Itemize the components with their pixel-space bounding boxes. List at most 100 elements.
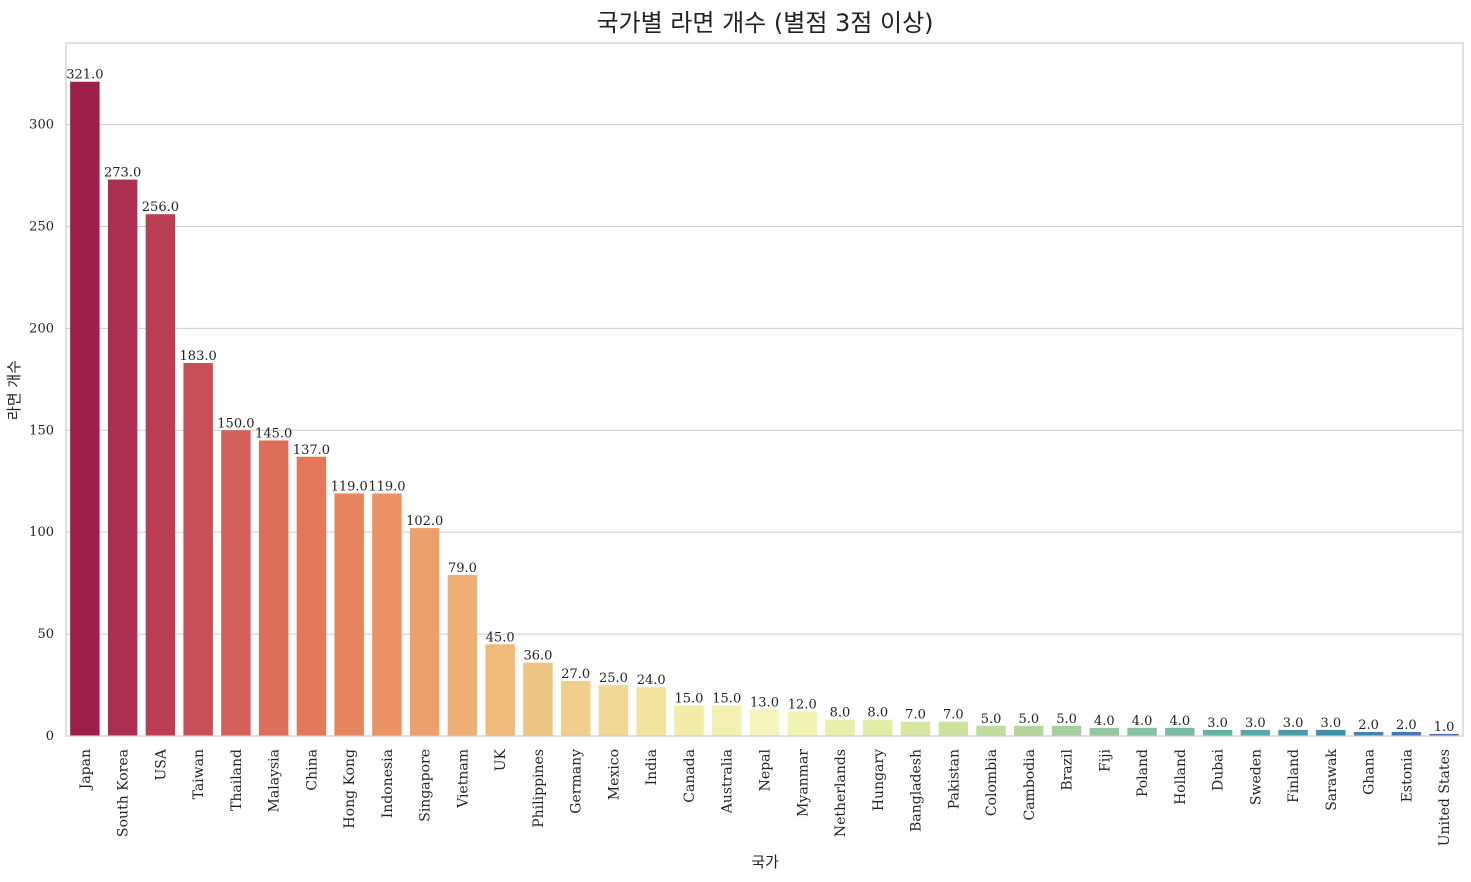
x-tick-label: India bbox=[644, 749, 660, 785]
y-axis-ticks: 0 50 100 150 200 250 300 bbox=[29, 118, 54, 744]
bar-holland bbox=[1165, 727, 1195, 736]
bar-singapore bbox=[409, 528, 440, 736]
bar-value-label: 2.0 bbox=[1396, 718, 1417, 733]
bar-value-label: 145.0 bbox=[255, 426, 292, 441]
x-tick-label: Thailand bbox=[229, 749, 245, 811]
bar-japan bbox=[70, 81, 100, 737]
bar-nepal bbox=[749, 709, 780, 736]
y-tick-label: 200 bbox=[29, 321, 54, 336]
x-tick-label: China bbox=[304, 749, 320, 791]
x-tick-label: Vietnam bbox=[455, 749, 471, 809]
bar-usa bbox=[145, 214, 176, 736]
x-tick-label: Ghana bbox=[1362, 749, 1378, 795]
x-tick-label: Holland bbox=[1173, 749, 1189, 805]
x-tick-label: Mexico bbox=[606, 749, 622, 800]
bar-taiwan bbox=[183, 363, 213, 736]
x-axis-ticks: Japan South Korea USA Taiwan Thailand Malaysi… bbox=[78, 748, 1453, 846]
bar-india bbox=[636, 687, 666, 736]
x-tick-label: Hungary bbox=[871, 749, 887, 811]
bar-sweden bbox=[1240, 729, 1271, 736]
bar-value-label: 119.0 bbox=[368, 479, 405, 494]
y-tick-label: 150 bbox=[29, 423, 54, 438]
bar-value-label: 36.0 bbox=[523, 649, 552, 664]
bar-pakistan bbox=[938, 721, 969, 736]
x-tick-label: Poland bbox=[1135, 749, 1151, 797]
bar-bangladesh bbox=[900, 721, 931, 736]
x-tick-label: Estonia bbox=[1399, 749, 1415, 802]
bar-value-label: 1.0 bbox=[1434, 720, 1455, 735]
x-tick-label: Myanmar bbox=[795, 749, 811, 817]
bar-south-korea bbox=[107, 179, 138, 736]
x-tick-label: Colombia bbox=[984, 749, 1000, 816]
y-tick-label: 100 bbox=[29, 525, 54, 540]
bar-value-label: 13.0 bbox=[750, 696, 779, 711]
x-tick-label: Malaysia bbox=[267, 749, 283, 812]
x-tick-label: Japan bbox=[78, 749, 94, 791]
x-tick-label: Netherlands bbox=[833, 749, 849, 837]
bar-value-label: 3.0 bbox=[1321, 716, 1342, 731]
bar-canada bbox=[674, 705, 704, 736]
plot-frame bbox=[65, 42, 1464, 737]
bar-value-label: 5.0 bbox=[1018, 712, 1039, 727]
bar-value-label: 12.0 bbox=[788, 698, 817, 713]
bar-value-label: 5.0 bbox=[1056, 712, 1077, 727]
bar-value-label: 15.0 bbox=[675, 691, 704, 706]
bar-ghana bbox=[1353, 731, 1384, 736]
x-tick-label: Australia bbox=[720, 749, 736, 814]
x-tick-label: Fiji bbox=[1097, 748, 1113, 772]
y-tick-label: 0 bbox=[46, 729, 54, 744]
bar-philippines bbox=[523, 662, 553, 736]
bar-estonia bbox=[1391, 731, 1422, 736]
bar-cambodia bbox=[1014, 725, 1044, 736]
x-tick-label: Bangladesh bbox=[909, 749, 925, 832]
x-tick-label: Finland bbox=[1286, 749, 1302, 803]
bar-sarawak bbox=[1316, 729, 1346, 736]
bars bbox=[70, 81, 1459, 737]
x-tick-label: Singapore bbox=[418, 749, 434, 822]
bar-value-label: 183.0 bbox=[180, 349, 217, 364]
bar-malaysia bbox=[258, 440, 289, 736]
bar-value-label: 15.0 bbox=[712, 691, 741, 706]
x-tick-label: Indonesia bbox=[380, 749, 396, 818]
x-tick-label: Nepal bbox=[758, 748, 774, 791]
x-axis-label: 국가 bbox=[751, 853, 779, 871]
bar-value-label: 7.0 bbox=[905, 708, 926, 723]
bar-value-label: 4.0 bbox=[1132, 714, 1153, 729]
y-tick-label: 250 bbox=[29, 219, 54, 234]
y-tick-label: 300 bbox=[29, 118, 54, 133]
y-axis-label: 라면 개수 bbox=[5, 360, 23, 420]
bar-brazil bbox=[1051, 725, 1082, 736]
x-tick-label: Sarawak bbox=[1324, 748, 1340, 810]
bar-value-label: 4.0 bbox=[1094, 714, 1115, 729]
bar-fiji bbox=[1089, 727, 1120, 736]
bar-value-label: 45.0 bbox=[486, 630, 515, 645]
x-tick-label: Brazil bbox=[1060, 748, 1076, 790]
x-tick-label: Taiwan bbox=[191, 749, 207, 799]
y-tick-label: 50 bbox=[37, 627, 54, 642]
bar-germany bbox=[560, 680, 591, 736]
x-tick-label: Pakistan bbox=[946, 749, 962, 809]
bar-vietnam bbox=[447, 574, 478, 736]
x-tick-label: Canada bbox=[682, 749, 698, 803]
chart-title: 국가별 라면 개수 (별점 3점 이상) bbox=[596, 9, 933, 37]
x-tick-label: Philippines bbox=[531, 749, 547, 828]
bar-value-label: 150.0 bbox=[217, 416, 254, 431]
bar-hungary bbox=[863, 719, 893, 736]
x-tick-label: South Korea bbox=[116, 749, 132, 837]
x-tick-label: Cambodia bbox=[1022, 749, 1038, 821]
x-tick-label: United States bbox=[1437, 749, 1453, 846]
x-tick-label: USA bbox=[153, 748, 169, 780]
bar-value-label: 321.0 bbox=[66, 68, 103, 83]
bar-value-label: 7.0 bbox=[943, 708, 964, 723]
bar-indonesia bbox=[372, 493, 402, 736]
bar-hong-kong bbox=[334, 493, 364, 736]
bar-value-label: 5.0 bbox=[981, 712, 1002, 727]
x-tick-label: Sweden bbox=[1248, 749, 1264, 805]
bar-thailand bbox=[221, 430, 251, 736]
bar-china bbox=[296, 456, 327, 736]
bar-finland bbox=[1278, 729, 1308, 736]
bar-mexico bbox=[598, 685, 629, 736]
bar-value-label: 27.0 bbox=[561, 667, 590, 682]
